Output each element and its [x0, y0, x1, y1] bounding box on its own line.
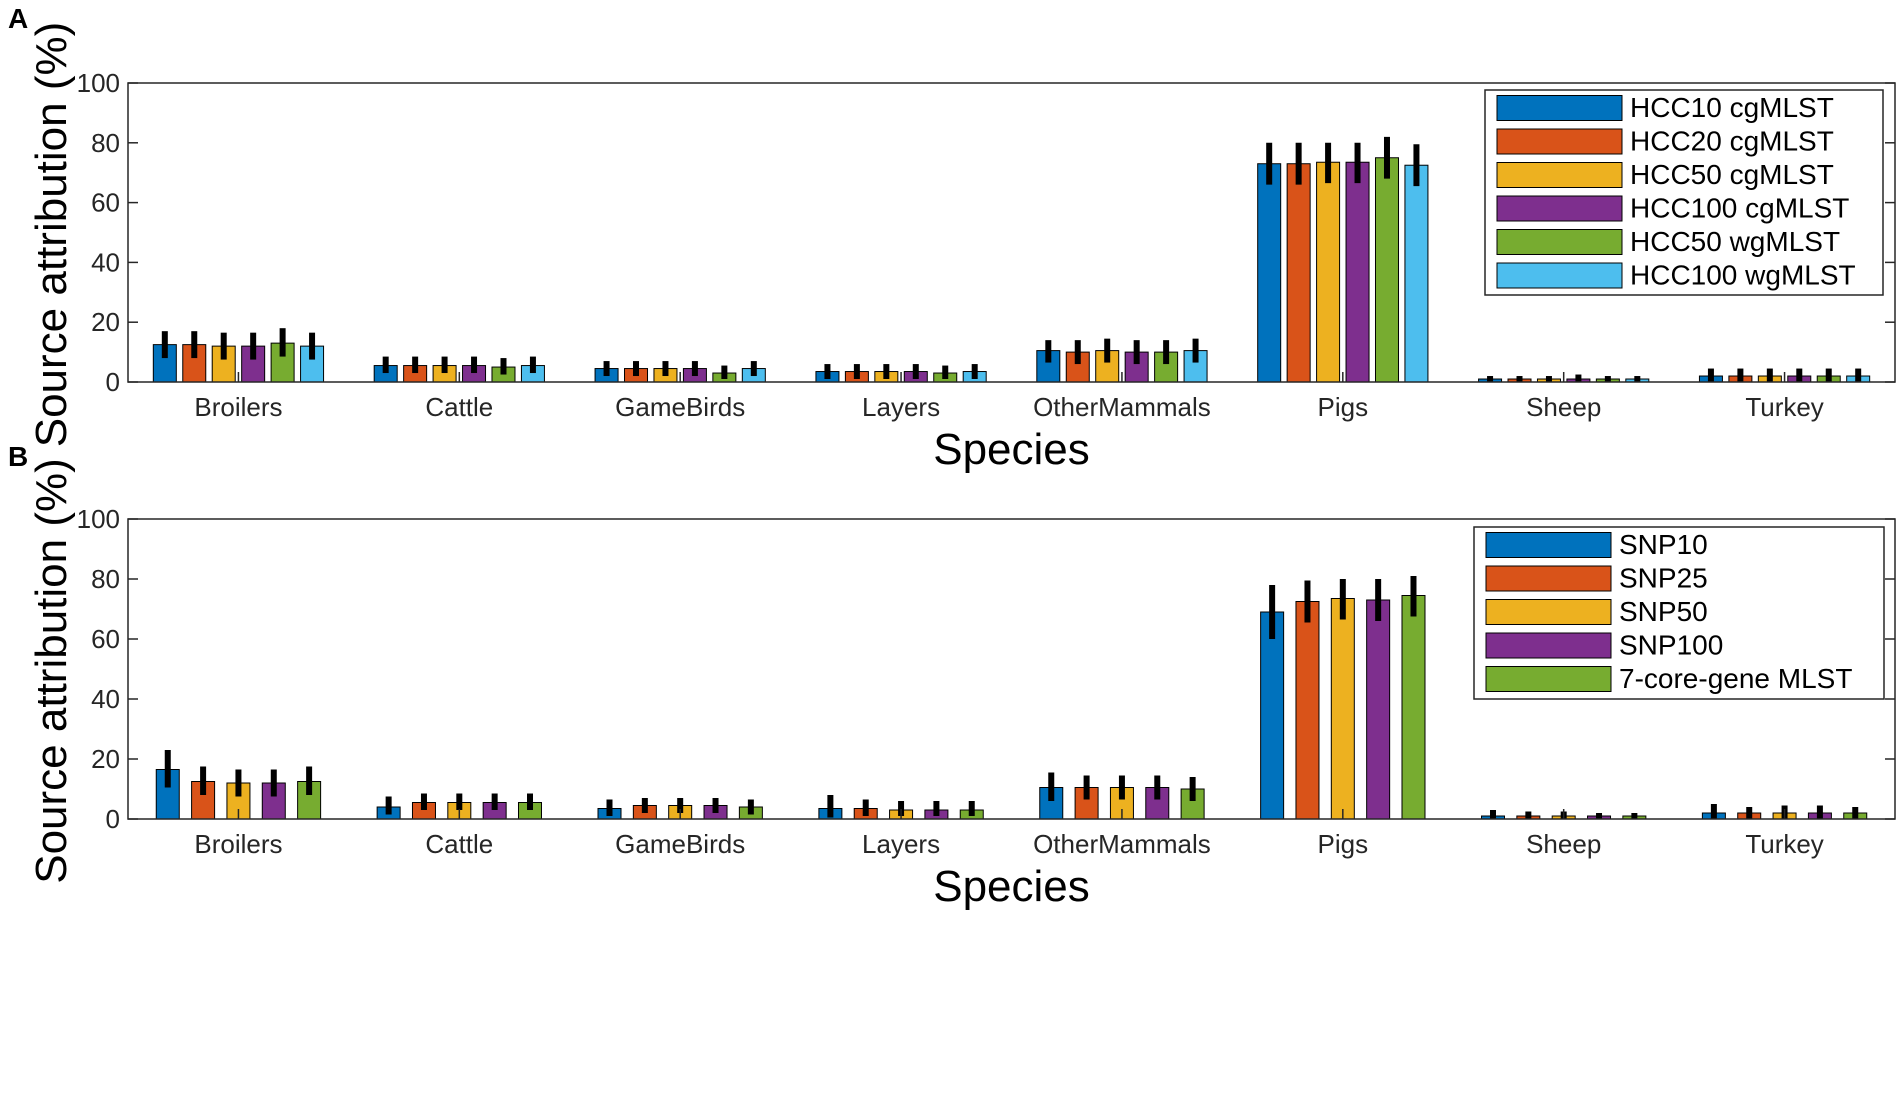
legend-swatch [1496, 195, 1623, 222]
y-tick-label: 100 [77, 68, 120, 98]
bar [1260, 611, 1285, 820]
plot-box [127, 518, 1896, 820]
y-tick-label: 100 [77, 504, 120, 534]
x-tick-label: GameBirds [615, 392, 745, 422]
y-tick-label: 40 [91, 684, 120, 714]
x-axis-title: Species [933, 862, 1090, 911]
legend-label: SNP25 [1619, 563, 1708, 594]
legend-swatch [1496, 128, 1623, 155]
x-tick-label: Turkey [1745, 829, 1824, 859]
x-tick-label: Cattle [425, 829, 493, 859]
legend-label: 7-core-gene MLST [1619, 663, 1852, 694]
y-tick-label: 80 [91, 128, 120, 158]
bar [1404, 164, 1429, 383]
legend-swatch [1496, 262, 1623, 289]
legend-swatch [1485, 532, 1612, 558]
x-tick-label: GameBirds [615, 829, 745, 859]
legend-label: SNP50 [1619, 596, 1708, 627]
x-tick-label: Sheep [1526, 829, 1601, 859]
legend-label: HCC20 cgMLST [1630, 126, 1834, 157]
legend-swatch [1496, 162, 1623, 188]
bar [1401, 595, 1426, 820]
bar [1295, 601, 1320, 820]
x-tick-label: OtherMammals [1033, 829, 1211, 859]
x-tick-label: OtherMammals [1033, 392, 1211, 422]
legend-swatch [1485, 666, 1612, 692]
panel-letter: A [8, 3, 28, 34]
bar [1374, 157, 1399, 383]
x-tick-label: Pigs [1318, 829, 1369, 859]
x-axis-title: Species [933, 425, 1090, 474]
y-tick-label: 20 [91, 744, 120, 774]
x-tick-label: Cattle [425, 392, 493, 422]
bar [1257, 163, 1282, 383]
plot-box [127, 82, 1896, 383]
y-tick-label: 0 [106, 367, 120, 397]
panel-a: A 0 20 40 60 80 100 Broilers Cattle GameBirds Laye… [8, 3, 1896, 474]
y-tick-label: 0 [106, 804, 120, 834]
legend-label: HCC50 wgMLST [1630, 226, 1840, 257]
legend-label: HCC50 cgMLST [1630, 159, 1834, 190]
y-tick-label: 40 [91, 247, 120, 277]
legend-swatch [1496, 229, 1623, 255]
legend-box [1484, 89, 1884, 296]
panel-b: B 0 20 40 60 80 100 Broilers Cattle GameBirds Laye… [8, 441, 1896, 911]
legend-swatch [1485, 632, 1612, 659]
legend-label: HCC100 wgMLST [1630, 260, 1856, 291]
x-tick-label: Broilers [194, 392, 282, 422]
bar [1345, 161, 1370, 383]
x-tick-label: Pigs [1318, 392, 1369, 422]
legend-label: HCC10 cgMLST [1630, 92, 1834, 123]
bar [1316, 161, 1341, 383]
bar [1286, 163, 1311, 383]
legend-swatch [1485, 599, 1612, 625]
bar [1366, 599, 1391, 820]
bar [1330, 598, 1355, 820]
y-tick-label: 60 [91, 624, 120, 654]
x-tick-label: Layers [862, 829, 940, 859]
legend-label: HCC100 cgMLST [1630, 193, 1849, 224]
y-axis-title: Source attribution (%) [27, 22, 76, 448]
x-tick-label: Sheep [1526, 392, 1601, 422]
panel-letter: B [8, 441, 28, 472]
y-tick-label: 80 [91, 564, 120, 594]
legend-label: SNP10 [1619, 529, 1708, 560]
y-tick-label: 20 [91, 307, 120, 337]
legend-swatch [1485, 565, 1612, 592]
x-tick-label: Turkey [1745, 392, 1824, 422]
legend-swatch [1496, 95, 1623, 121]
legend-label: SNP100 [1619, 630, 1723, 661]
y-tick-label: 60 [91, 188, 120, 218]
x-tick-label: Broilers [194, 829, 282, 859]
x-tick-label: Layers [862, 392, 940, 422]
y-axis-title: Source attribution (%) [27, 458, 76, 884]
